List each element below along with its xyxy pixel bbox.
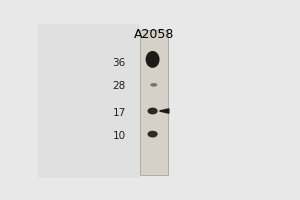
- Text: A2058: A2058: [134, 28, 174, 41]
- Text: 36: 36: [112, 58, 126, 68]
- Ellipse shape: [150, 83, 157, 87]
- Text: 28: 28: [112, 81, 126, 91]
- Ellipse shape: [148, 131, 158, 137]
- Ellipse shape: [148, 108, 158, 114]
- Text: 10: 10: [113, 131, 126, 141]
- Polygon shape: [160, 109, 169, 113]
- Text: 17: 17: [112, 108, 126, 118]
- Bar: [38, 24, 140, 178]
- Ellipse shape: [146, 51, 160, 68]
- Bar: [140, 30, 168, 175]
